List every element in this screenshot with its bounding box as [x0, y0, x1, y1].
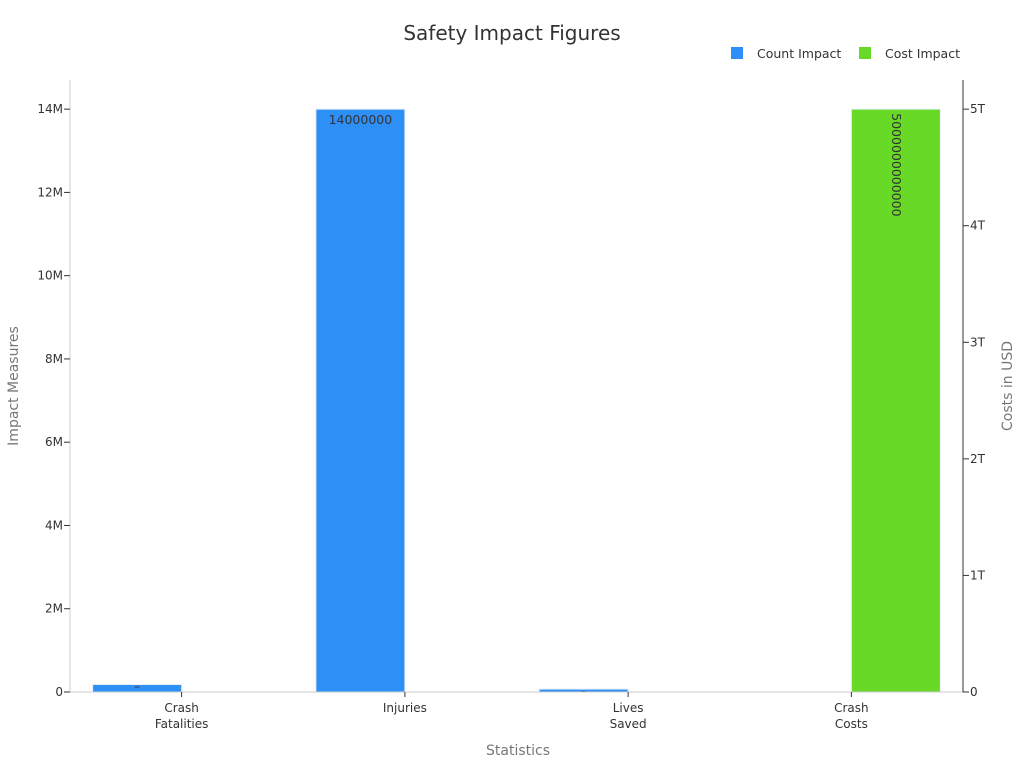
legend-label: Count Impact — [757, 46, 841, 61]
y-tick-label: 2M — [45, 602, 63, 616]
y-ticks: 0 2M 4M 6M 8M 10M 12M 14M — [37, 102, 70, 699]
bar-value-label: 5000000000000 — [889, 113, 904, 216]
x-tick-label-line: Crash — [164, 701, 199, 715]
y-tick-label: 4M — [45, 518, 63, 532]
x-tick-label: Crash Costs — [834, 701, 869, 731]
y2-tick-label: 2T — [970, 452, 986, 466]
y2-ticks: 0 1T 2T 3T 4T 5T — [963, 102, 986, 699]
y-tick-label: 12M — [37, 185, 63, 199]
value-labels: – 14000000 – 5000000000000 — [134, 112, 904, 698]
x-tick-label: Crash Fatalities — [155, 701, 209, 731]
bar-value-label: – — [134, 679, 140, 694]
y-tick-label: 10M — [37, 269, 63, 283]
bar-count-impact — [315, 108, 406, 693]
y2-tick-label: 5T — [970, 102, 986, 116]
x-tick-label-line: Lives — [613, 701, 644, 715]
x-tick-label-line: Costs — [835, 717, 868, 731]
y-axis-title: Impact Measures — [6, 326, 22, 446]
y2-axis-title: Costs in USD — [1000, 341, 1016, 431]
x-tick-label: Lives Saved — [610, 701, 647, 731]
y2-tick-label: 3T — [970, 335, 986, 349]
y-tick-label: 6M — [45, 435, 63, 449]
chart-title: Safety Impact Figures — [403, 21, 620, 45]
bar-value-label: 14000000 — [329, 112, 393, 127]
y-tick-label: 8M — [45, 352, 63, 366]
legend-label: Cost Impact — [885, 46, 960, 61]
y2-tick-label: 1T — [970, 568, 986, 582]
x-tick-label-line: Saved — [610, 717, 647, 731]
y-tick-label: 14M — [37, 102, 63, 116]
y2-tick-label: 0 — [970, 685, 978, 699]
legend-swatch — [859, 47, 871, 59]
x-tick-label-line: Injuries — [383, 701, 427, 715]
x-axis-title: Statistics — [486, 743, 550, 759]
bar-value-label: – — [581, 683, 587, 698]
legend: Count Impact Cost Impact — [731, 46, 960, 61]
x-tick-label-line: Fatalities — [155, 717, 209, 731]
y-tick-label: 0 — [55, 685, 63, 699]
x-tick-label-line: Crash — [834, 701, 869, 715]
y2-tick-label: 4T — [970, 219, 986, 233]
x-ticks: Crash Fatalities Injuries Lives Saved Crash Co… — [155, 692, 869, 731]
x-tick-label: Injuries — [383, 701, 427, 715]
legend-swatch — [731, 47, 743, 59]
bar-cost-impact — [850, 108, 941, 693]
bars — [92, 108, 941, 693]
